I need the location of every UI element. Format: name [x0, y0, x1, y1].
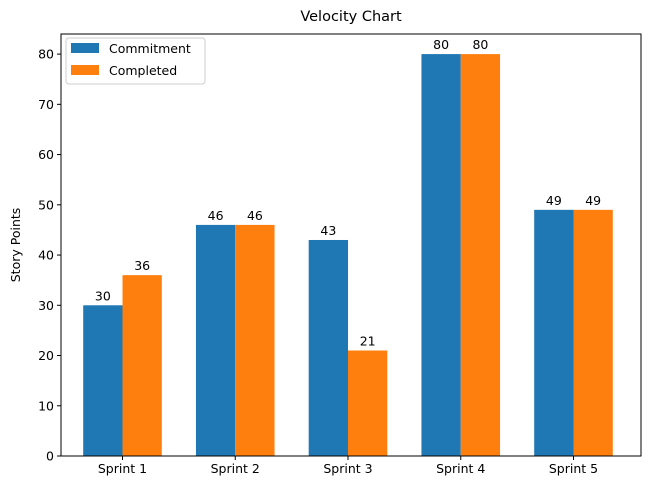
bar-completed-5	[573, 209, 613, 456]
legend-box	[65, 37, 206, 85]
bar-completed-2	[235, 224, 275, 456]
y-tick-label-70: 70	[38, 97, 54, 112]
y-tick-label-50: 50	[38, 197, 54, 212]
plot-area: 30 46 43 80 49 36 46 21 80 49 0 10 20 30 40 50 60 70 80 Spr…	[38, 33, 642, 476]
data-label-completed-5: 49	[585, 193, 601, 208]
bar-commitment-4	[421, 54, 461, 456]
x-tick-label-5: Sprint 5	[549, 461, 598, 476]
x-tick-label-3: Sprint 3	[323, 461, 372, 476]
data-label-commitment-4: 80	[433, 37, 449, 52]
bar-completed-4	[460, 54, 501, 456]
data-label-completed-3: 21	[360, 334, 376, 349]
bar-commitment-1	[83, 305, 123, 456]
legend: Commitment Completed	[65, 37, 206, 85]
data-label-commitment-3: 43	[320, 223, 336, 238]
legend-swatch-commitment	[71, 43, 99, 53]
data-label-commitment-5: 49	[546, 193, 562, 208]
y-tick-label-80: 80	[38, 47, 54, 62]
y-tick-label-10: 10	[38, 398, 54, 413]
y-tick-label-30: 30	[38, 298, 54, 313]
bar-commitment-5	[534, 209, 574, 456]
x-tick-label-2: Sprint 2	[211, 461, 260, 476]
y-tick-label-20: 20	[38, 348, 54, 363]
bar-completed-1	[122, 275, 162, 456]
y-tick-label-0: 0	[46, 449, 54, 464]
legend-label-completed: Completed	[109, 63, 177, 78]
chart-title: Velocity Chart	[300, 9, 402, 25]
legend-swatch-completed	[71, 65, 99, 75]
bar-completed-3	[348, 350, 388, 456]
x-tick-label-4: Sprint 4	[436, 461, 485, 476]
legend-label-commitment: Commitment	[109, 41, 191, 56]
data-label-completed-4: 80	[472, 37, 488, 52]
data-label-completed-1: 36	[134, 258, 150, 273]
y-tick-label-60: 60	[38, 147, 54, 162]
x-tick-label-1: Sprint 1	[98, 461, 147, 476]
y-axis-title: Story Points	[8, 208, 23, 283]
plot-frame	[60, 33, 642, 457]
data-label-commitment-1: 30	[95, 288, 111, 303]
data-label-commitment-2: 46	[208, 208, 224, 223]
y-tick-label-40: 40	[38, 248, 54, 263]
bar-commitment-2	[195, 224, 236, 456]
data-label-completed-2: 46	[247, 208, 263, 223]
bar-commitment-3	[308, 239, 348, 456]
